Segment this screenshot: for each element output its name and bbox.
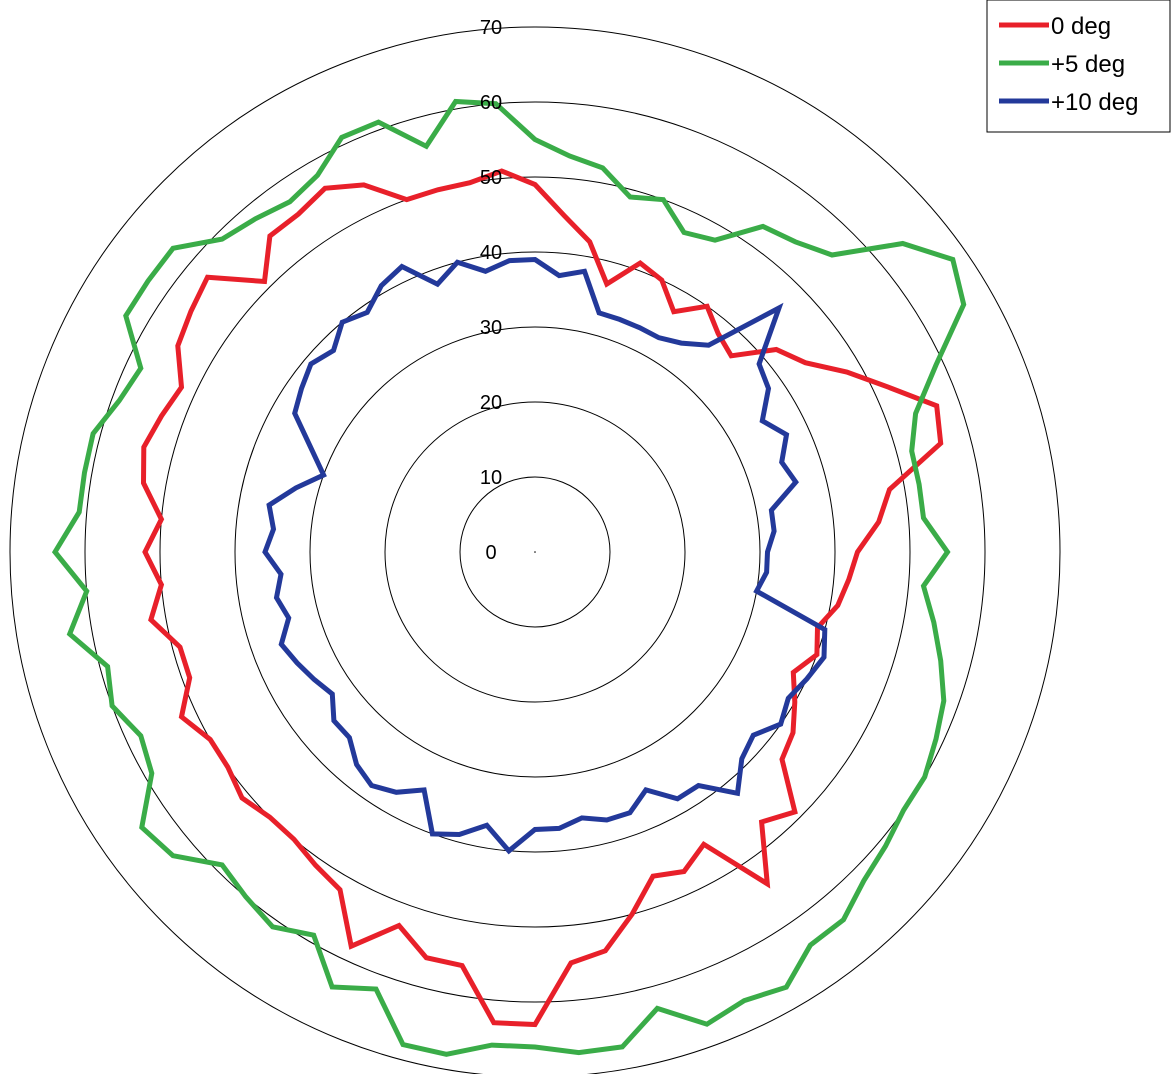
legend-box bbox=[986, 0, 1171, 133]
center-point bbox=[534, 551, 536, 553]
tick-label-0: 0 bbox=[485, 542, 496, 564]
series-lines bbox=[51, 98, 967, 1057]
tick-label-30: 30 bbox=[480, 317, 502, 339]
radial-grid bbox=[9, 26, 1061, 1078]
grid-ring-60 bbox=[84, 101, 986, 1003]
tick-label-70: 70 bbox=[480, 17, 502, 39]
tick-label-40: 40 bbox=[480, 242, 502, 264]
tick-label-10: 10 bbox=[480, 467, 502, 489]
tick-label-60: 60 bbox=[480, 92, 502, 114]
legend-label-1: +5 deg bbox=[1051, 51, 1125, 78]
grid-ring-40 bbox=[234, 251, 836, 853]
tick-label-20: 20 bbox=[480, 392, 502, 414]
grid-ring-10 bbox=[459, 476, 611, 628]
grid-ring-50 bbox=[159, 176, 911, 928]
radial-tick-labels: 0 10 20 30 40 50 60 70 bbox=[480, 17, 502, 564]
series-line-2 bbox=[262, 256, 828, 855]
grid-ring-20 bbox=[384, 401, 686, 703]
series-line-1 bbox=[51, 98, 967, 1057]
legend-label-0: 0 deg bbox=[1051, 13, 1111, 40]
legend-label-2: +10 deg bbox=[1051, 89, 1138, 116]
tick-label-50: 50 bbox=[480, 167, 502, 189]
grid-ring-30 bbox=[309, 326, 761, 778]
series-line-0 bbox=[140, 168, 944, 1028]
legend: 0 deg +5 deg +10 deg bbox=[986, 0, 1171, 133]
